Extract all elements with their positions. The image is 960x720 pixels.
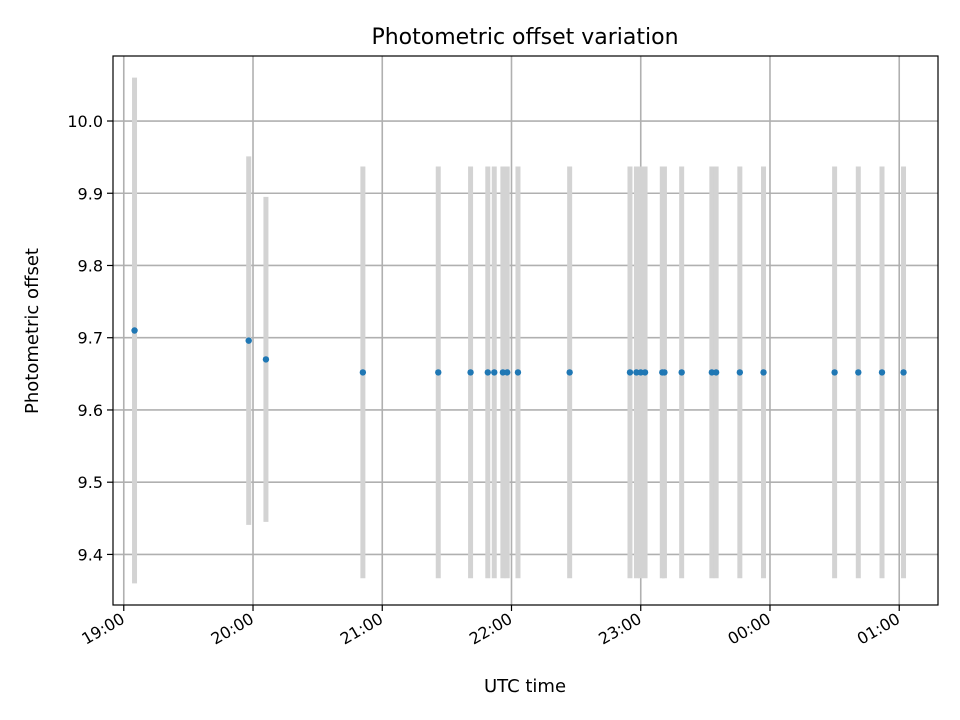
- data-point: [359, 369, 367, 376]
- y-tick-label: 9.4: [78, 545, 103, 564]
- data-point: [878, 369, 886, 376]
- data-point: [712, 369, 720, 376]
- data-point: [678, 369, 685, 376]
- chart-title: Photometric offset variation: [371, 25, 678, 50]
- data-point: [566, 369, 573, 376]
- data-point: [514, 369, 522, 376]
- data-point: [503, 369, 511, 376]
- plot-frame: [112, 55, 939, 606]
- data-point: [661, 369, 668, 376]
- data-point: [262, 356, 270, 363]
- data-point: [855, 369, 862, 376]
- y-axis-ticks: 9.4 9.5 9.6 9.7 9.8 9.9 10.0: [67, 112, 113, 564]
- y-tick-label: 9.5: [78, 473, 103, 492]
- data-point: [641, 369, 649, 376]
- data-point: [131, 327, 138, 334]
- y-axis-label: Photometric offset: [22, 248, 43, 414]
- x-axis-label: UTC time: [484, 676, 566, 697]
- y-tick-label: 9.9: [78, 184, 103, 203]
- data-point: [484, 369, 492, 376]
- data-points: [131, 327, 907, 376]
- data-point: [467, 369, 474, 376]
- data-point: [736, 369, 744, 376]
- y-tick-label: 9.6: [78, 401, 103, 420]
- y-tick-label: 9.7: [78, 329, 103, 348]
- data-point: [491, 369, 498, 376]
- data-point: [435, 369, 442, 376]
- data-point: [626, 369, 634, 376]
- y-tick-label: 10.0: [67, 112, 103, 131]
- data-point: [831, 369, 838, 376]
- data-point: [900, 369, 907, 376]
- data-point: [245, 337, 252, 344]
- y-tick-label: 9.8: [78, 256, 103, 275]
- data-point: [760, 369, 767, 376]
